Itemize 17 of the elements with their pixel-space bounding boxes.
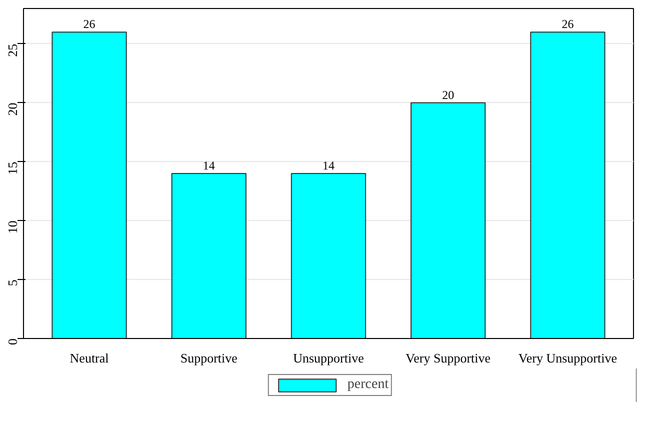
y-tick-label: 10 — [5, 220, 20, 234]
x-tick-label: Very Unsupportive — [518, 350, 618, 366]
y-tick-label: 0 — [5, 338, 20, 345]
x-tick-label: Supportive — [180, 350, 238, 366]
y-tick-label: 20 — [5, 102, 20, 116]
x-tick-label: Unsupportive — [293, 350, 364, 366]
y-tick-label: 5 — [5, 280, 20, 286]
x-tick-label: Neutral — [70, 350, 110, 366]
data-label: 14 — [202, 158, 215, 172]
data-label: 20 — [442, 88, 454, 102]
x-tick-label: Very Supportive — [406, 350, 491, 366]
legend-label: percent — [347, 377, 389, 393]
y-tick-label: 15 — [5, 162, 20, 175]
data-label: 26 — [562, 17, 574, 32]
data-label: 26 — [83, 17, 96, 32]
y-tick-label: 25 — [5, 44, 20, 57]
data-label: 14 — [322, 158, 334, 172]
